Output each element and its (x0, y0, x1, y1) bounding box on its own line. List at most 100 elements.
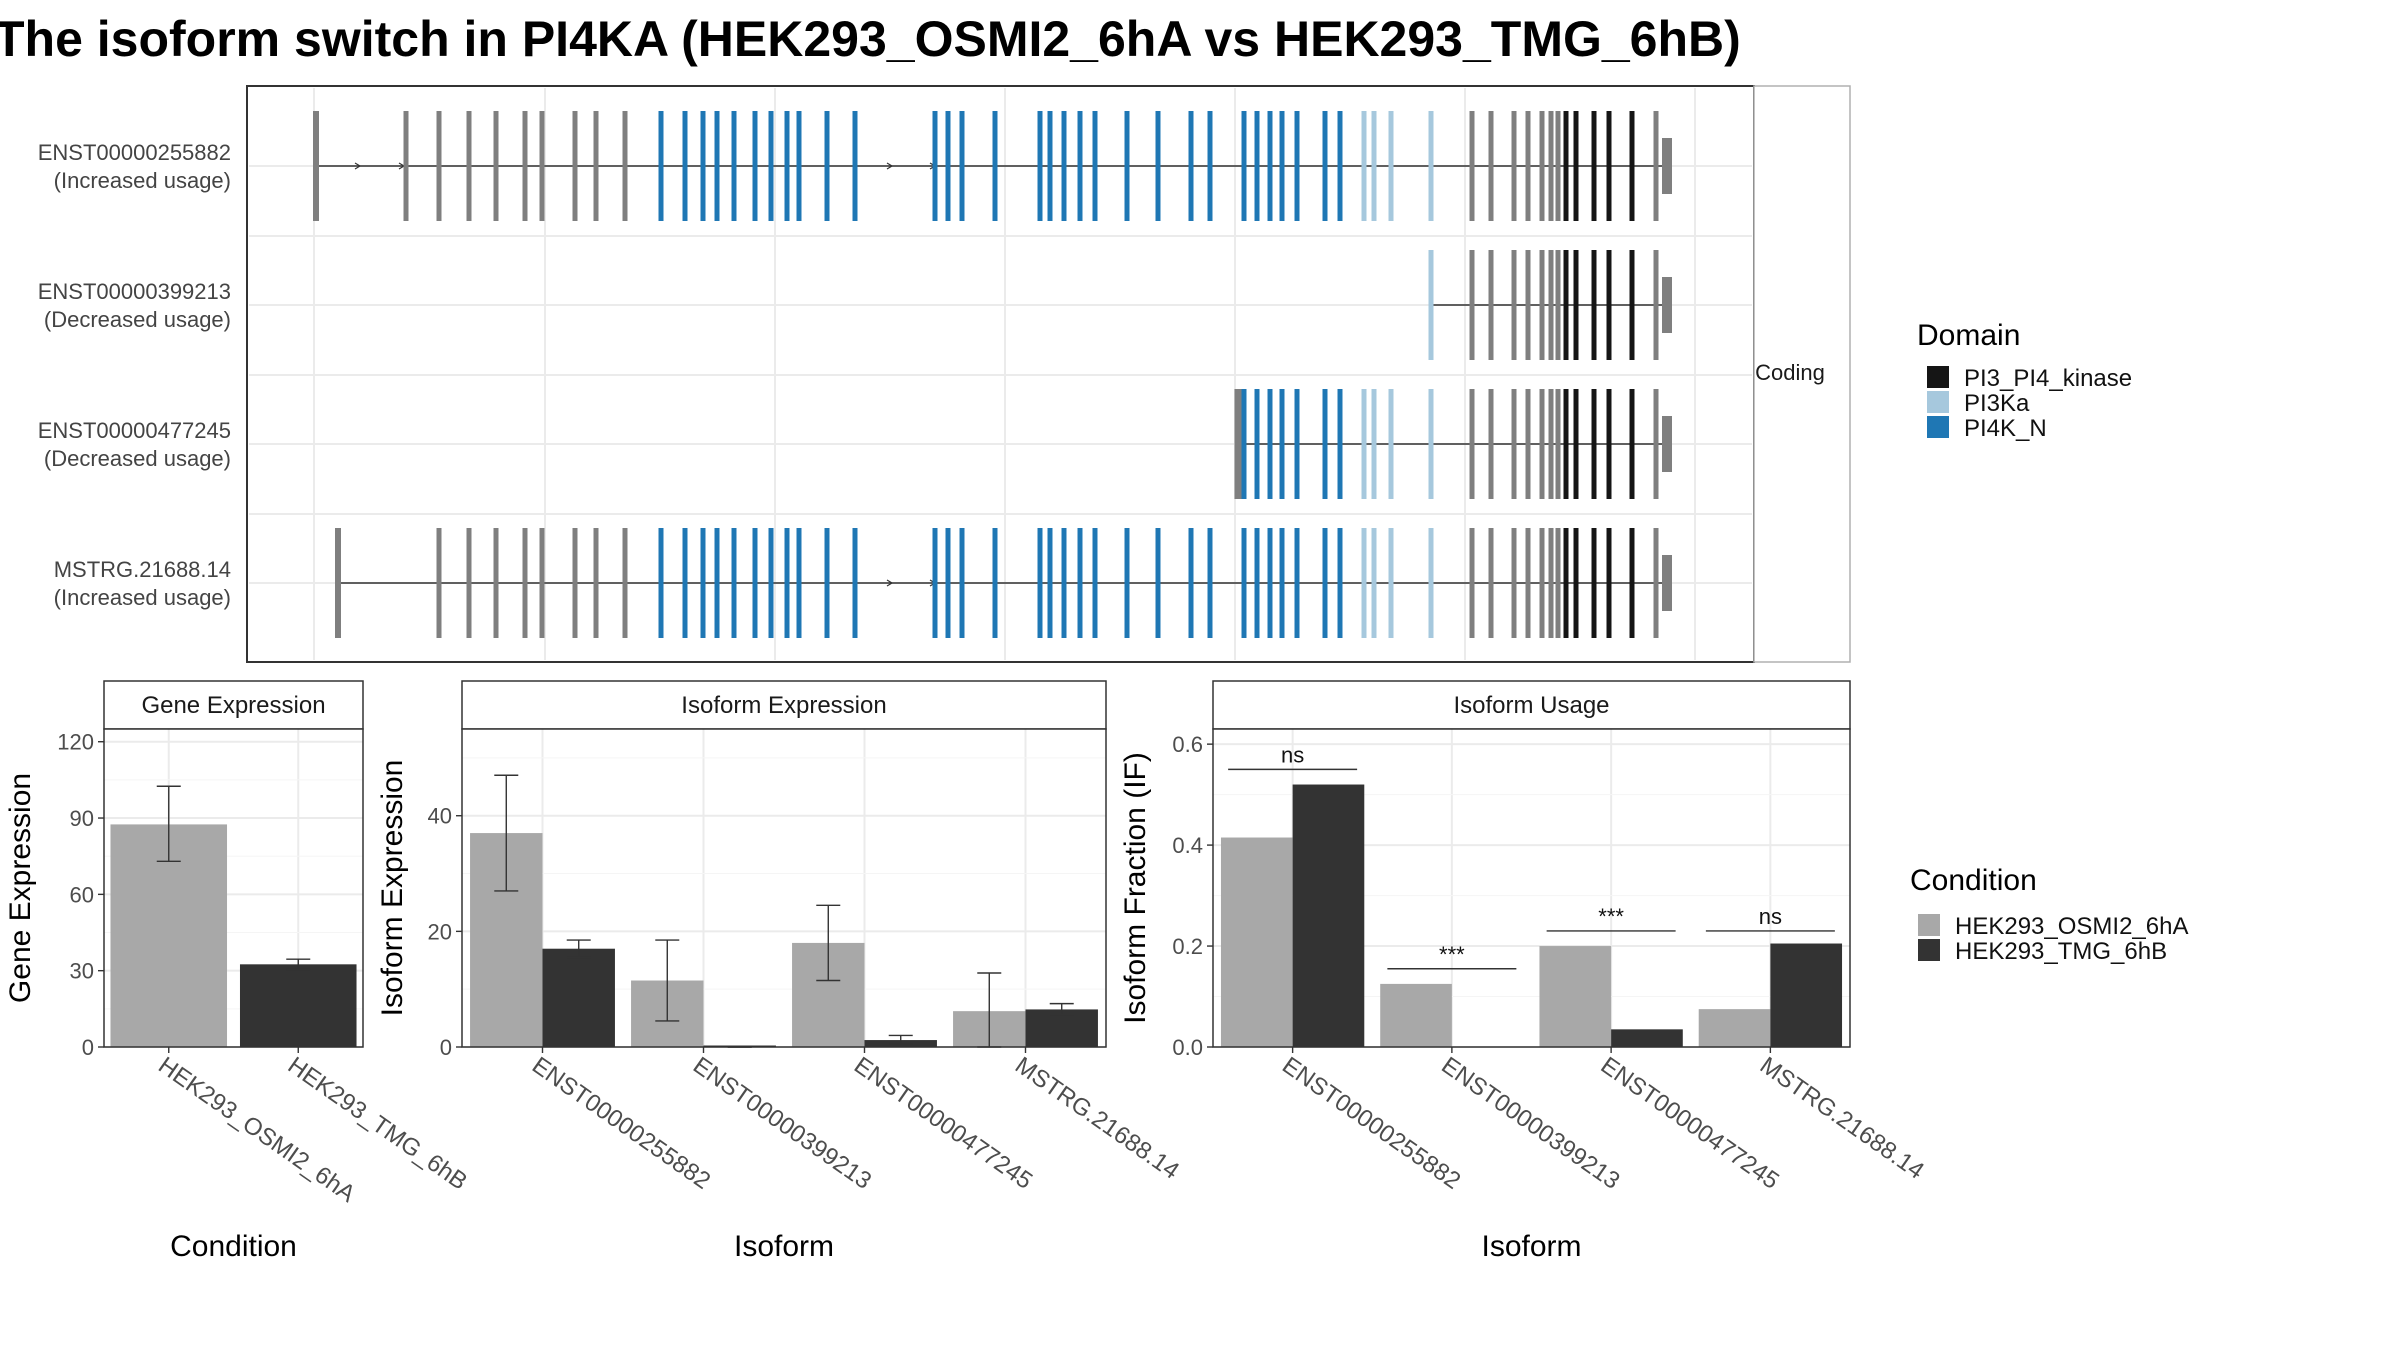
transcript-track (335, 528, 1672, 638)
strip-box (1753, 85, 1851, 663)
coding-exon (1525, 389, 1531, 499)
coding-exon (1555, 111, 1561, 221)
bar (1380, 983, 1452, 1047)
coding-exon (1361, 111, 1367, 221)
coding-exon (522, 528, 528, 638)
coding-exon (1653, 250, 1659, 360)
coding-exon (622, 111, 628, 221)
coding-exon (466, 111, 472, 221)
coding-exon (682, 111, 688, 221)
coding-exon (784, 111, 790, 221)
coding-exon (1591, 528, 1597, 638)
x-tick-label: ENST00000477245 (849, 1052, 1037, 1195)
coding-exon (1548, 111, 1554, 221)
coding-exon (1294, 111, 1300, 221)
transcript-id-label: ENST00000399213 (38, 279, 231, 304)
coding-exon (1573, 389, 1579, 499)
domain-legend-title: Domain (1917, 319, 2020, 352)
coding-exon (1037, 528, 1043, 638)
y-tick-label: 40 (428, 804, 452, 829)
coding-exon (1488, 111, 1494, 221)
coding-exon (1361, 528, 1367, 638)
coding-exon (1428, 250, 1434, 360)
coding-exon (1267, 528, 1273, 638)
coding-exon (1573, 528, 1579, 638)
coding-exon (1591, 111, 1597, 221)
significance-label: *** (1439, 942, 1465, 967)
coding-exon (1267, 389, 1273, 499)
bar (1698, 1009, 1771, 1047)
coding-exon (1539, 389, 1545, 499)
x-tick-label: ENST00000399213 (688, 1052, 876, 1195)
transcript-structure-panel: ENST00000255882 (Increased usage) ENST0000… (38, 85, 1851, 663)
coding-exon (1488, 528, 1494, 638)
significance-label: *** (1598, 904, 1624, 929)
transcript-usage-label: (Decreased usage) (44, 446, 231, 471)
coding-exon (1188, 528, 1194, 638)
coding-exon (1371, 528, 1377, 638)
domain-legend-label: PI3_PI4_kinase (1964, 365, 2132, 392)
coding-exon (1629, 389, 1635, 499)
coding-exon (1629, 111, 1635, 221)
coding-exon (1207, 528, 1213, 638)
condition-legend-swatch (1918, 939, 1940, 961)
coding-exon (1155, 528, 1161, 638)
coding-exon (1469, 250, 1475, 360)
y-tick-label: 60 (70, 882, 94, 907)
x-axis-title: Isoform (734, 1230, 834, 1263)
bar (1770, 943, 1843, 1047)
coding-exon (682, 528, 688, 638)
y-axis-title: Isoform Expression (376, 760, 409, 1017)
significance-label: ns (1759, 904, 1782, 929)
y-tick-label: 0.2 (1172, 934, 1203, 959)
coding-exon (1279, 528, 1285, 638)
strand-arrow (886, 579, 894, 587)
coding-exon (1573, 111, 1579, 221)
isoform-expression-panel: Isoform Expression02040ENST00000255882EN… (376, 680, 1184, 1263)
coding-exon (796, 528, 802, 638)
domain-legend-label: PI4K_N (1964, 415, 2047, 442)
coding-exon (1606, 111, 1612, 221)
coding-exon (1254, 111, 1260, 221)
plot-border (461, 728, 1107, 1048)
coding-exon (1606, 389, 1612, 499)
coding-exon (1606, 528, 1612, 638)
y-tick-label: 20 (428, 919, 452, 944)
coding-exon (658, 111, 664, 221)
coding-exon (1361, 389, 1367, 499)
x-axis-title: Condition (170, 1230, 297, 1263)
coding-exon (1077, 111, 1083, 221)
coding-exon (945, 111, 951, 221)
coding-exon (658, 528, 664, 638)
coding-exon (1124, 111, 1130, 221)
condition-legend-label: HEK293_TMG_6hB (1955, 938, 2167, 965)
coding-exon (1371, 389, 1377, 499)
coding-exon (852, 111, 858, 221)
bar (1292, 784, 1365, 1047)
transcript-id-label: MSTRG.21688.14 (54, 557, 231, 582)
bar (542, 948, 615, 1047)
transcript-usage-label: (Increased usage) (54, 168, 231, 193)
panel-strip (103, 680, 364, 730)
y-tick-label: 90 (70, 806, 94, 831)
bar (239, 964, 357, 1047)
coding-exon (1092, 111, 1098, 221)
coding-exon (932, 528, 938, 638)
coding-exon (714, 111, 720, 221)
condition-legend-label: HEK293_OSMI2_6hA (1955, 913, 2188, 940)
coding-exon (1563, 389, 1569, 499)
coding-exon (493, 528, 499, 638)
coding-exon (731, 528, 737, 638)
coding-exon (1606, 250, 1612, 360)
panel-strip (1212, 680, 1851, 730)
strip-label: Coding (1755, 360, 1825, 385)
coding-exon (1488, 389, 1494, 499)
panel-title: Isoform Usage (1453, 692, 1609, 719)
first-exon (1234, 389, 1242, 499)
coding-exon (1548, 389, 1554, 499)
coding-exon (493, 111, 499, 221)
coding-exon (436, 528, 442, 638)
coding-exon (466, 528, 472, 638)
coding-exon (1563, 250, 1569, 360)
